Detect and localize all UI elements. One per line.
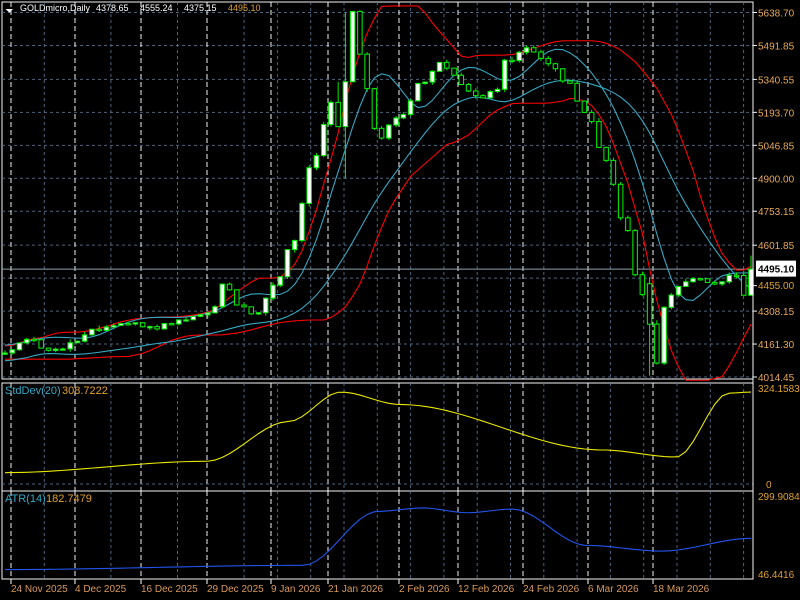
svg-text:4378.65: 4378.65 — [96, 3, 129, 13]
svg-text:12 Feb 2026: 12 Feb 2026 — [458, 584, 515, 595]
svg-text:24 Nov 2025: 24 Nov 2025 — [11, 584, 68, 595]
svg-text:4753.15: 4753.15 — [758, 207, 795, 218]
svg-text:299.9084: 299.9084 — [758, 492, 800, 503]
svg-text:324.1583: 324.1583 — [758, 384, 800, 395]
svg-text:5193.70: 5193.70 — [758, 108, 795, 119]
svg-text:5491.85: 5491.85 — [758, 41, 795, 52]
svg-text:46.4416: 46.4416 — [758, 570, 795, 581]
svg-text:308.7222: 308.7222 — [62, 385, 108, 397]
svg-text:4014.45: 4014.45 — [758, 373, 795, 384]
svg-text:29 Dec 2025: 29 Dec 2025 — [207, 584, 264, 595]
svg-text:2 Feb 2026: 2 Feb 2026 — [399, 584, 450, 595]
svg-text:4555.24: 4555.24 — [140, 3, 173, 13]
svg-text:4455.00: 4455.00 — [758, 281, 795, 292]
svg-text:18 Mar 2026: 18 Mar 2026 — [653, 584, 710, 595]
svg-text:21 Jan 2026: 21 Jan 2026 — [328, 584, 383, 595]
svg-text:4601.85: 4601.85 — [758, 241, 795, 252]
svg-text:4375.15: 4375.15 — [184, 3, 217, 13]
svg-text:GOLDmicro,Daily: GOLDmicro,Daily — [20, 3, 91, 13]
svg-text:4161.30: 4161.30 — [758, 340, 795, 351]
svg-text:4 Dec 2025: 4 Dec 2025 — [75, 584, 127, 595]
svg-text:4495.10: 4495.10 — [758, 265, 795, 276]
svg-text:24 Feb 2026: 24 Feb 2026 — [523, 584, 580, 595]
svg-text:4495.10: 4495.10 — [228, 3, 261, 13]
svg-text:ATR(14): ATR(14) — [5, 493, 46, 505]
svg-text:4900.00: 4900.00 — [758, 174, 795, 185]
svg-text:0: 0 — [766, 480, 772, 491]
svg-text:5340.55: 5340.55 — [758, 75, 795, 86]
svg-text:6 Mar 2026: 6 Mar 2026 — [588, 584, 639, 595]
svg-text:182.7479: 182.7479 — [46, 493, 92, 505]
svg-text:5638.70: 5638.70 — [758, 9, 795, 20]
svg-text:9 Jan 2026: 9 Jan 2026 — [271, 584, 321, 595]
svg-text:5046.85: 5046.85 — [758, 141, 795, 152]
svg-text:16 Dec 2025: 16 Dec 2025 — [141, 584, 198, 595]
svg-text:4308.15: 4308.15 — [758, 307, 795, 318]
svg-text:StdDev(20): StdDev(20) — [5, 385, 61, 397]
